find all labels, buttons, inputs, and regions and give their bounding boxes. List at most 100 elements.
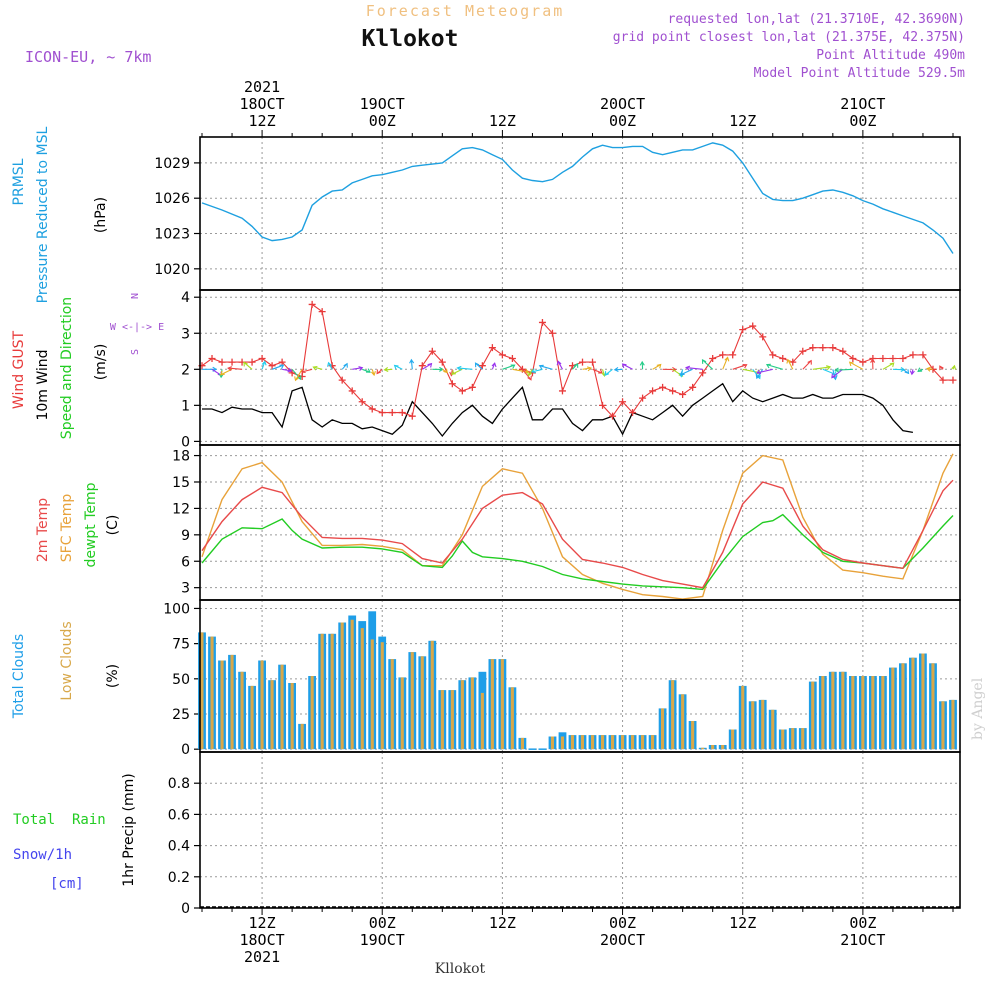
wind-gust-marker — [438, 358, 446, 366]
wind-direction-arrowhead — [586, 366, 592, 372]
cloud-bar-low — [230, 654, 234, 750]
cloud-bar-low — [580, 735, 584, 750]
wind-direction-arrowhead — [279, 364, 285, 370]
cloud-bar-low — [861, 676, 865, 750]
y-tick-label: 50 — [172, 672, 190, 688]
wind-gust-marker — [498, 351, 506, 359]
temp-line-t2m — [201, 479, 954, 589]
wind-direction-arrowhead — [656, 363, 662, 369]
cloud-bar-low — [500, 659, 504, 750]
wind-gust-marker — [458, 387, 466, 395]
wind-direction-arrowhead — [510, 364, 516, 369]
cloud-bar-low — [901, 663, 905, 750]
wind-gust-marker — [689, 383, 697, 391]
wind-direction-arrow — [228, 367, 243, 370]
y-tick-label: 3 — [181, 326, 190, 342]
cloud-bar-low — [440, 690, 444, 750]
cloud-bar-low — [661, 708, 665, 750]
cloud-bar-low — [741, 685, 745, 750]
cloud-bar-low — [951, 699, 955, 750]
wind-direction-arrow — [686, 367, 703, 370]
wind-direction-arrowhead — [904, 369, 910, 375]
wind-legend: Wind GUST 10m Wind Speed and Direction (… — [11, 293, 164, 439]
wind-direction-arrowhead — [917, 367, 923, 373]
wind-direction-arrow — [410, 359, 413, 370]
wind-speed-line — [202, 382, 914, 438]
forecast-title: Forecast Meteogram — [366, 2, 565, 20]
y-tick-label: 2 — [181, 362, 190, 378]
cloud-bar-low — [891, 667, 895, 750]
wind-gust-marker — [298, 373, 306, 381]
wind-direction-arrow — [521, 368, 532, 381]
wind-direction-arrowhead — [343, 362, 348, 368]
cloud-bar-low — [280, 664, 284, 750]
wind-gust-marker — [418, 362, 426, 370]
clouds-unit: (%) — [105, 664, 121, 688]
y-tick-label: 75 — [172, 637, 190, 653]
y-tick-label: 0.4 — [168, 839, 190, 855]
y-tick-label: 4 — [181, 290, 190, 306]
cloud-bar-low — [430, 640, 434, 750]
wind-gust-marker — [949, 376, 957, 384]
wind-direction-arrowhead — [409, 358, 415, 364]
wind-gust-marker — [358, 398, 366, 406]
wind-direction-arrowhead — [443, 368, 448, 374]
cloud-bar-low — [731, 729, 735, 750]
cloud-bar-low — [210, 636, 214, 750]
wind-legend-speed: 10m Wind — [35, 349, 51, 420]
y-tick-label: 9 — [181, 528, 190, 544]
model-altitude: Model Point Altitude 529.5m — [754, 66, 965, 81]
precip-legend-snow: Snow/1h — [13, 847, 72, 863]
cloud-bar-low — [490, 659, 494, 750]
point-altitude: Point Altitude 490m — [816, 48, 965, 63]
wind-gust-marker — [839, 347, 847, 355]
cloud-bar-low — [781, 729, 785, 750]
wind-gust-marker — [779, 354, 787, 362]
wind-gust-marker — [939, 376, 947, 384]
wind-gust-marker — [488, 344, 496, 352]
time-label-bottom: 12Z — [729, 914, 756, 932]
wind-direction-arrowhead — [831, 373, 836, 379]
wind-direction-arrowhead — [756, 369, 762, 375]
cloud-bar-low — [290, 683, 294, 750]
cloud-bar-low — [350, 619, 354, 750]
wind-direction-arrow — [732, 364, 747, 370]
wind-gust-marker — [428, 347, 436, 355]
wind-gust-marker — [739, 326, 747, 334]
model-label: ICON-EU, ~ 7km — [25, 48, 151, 66]
wind-gust-marker — [669, 387, 677, 395]
wind-direction-arrow — [849, 361, 864, 370]
cloud-bar-low — [601, 735, 605, 750]
wind-gust-marker — [619, 398, 627, 406]
wind-direction-arrow — [592, 368, 603, 374]
panel-pressure: 1020 1023 1026 1029 — [154, 136, 961, 291]
cloud-bar-low — [821, 676, 825, 750]
wind-direction-arrowhead — [530, 368, 536, 374]
temp-line-dew — [201, 513, 954, 591]
cloud-bar-low — [270, 680, 274, 750]
plot-area: 1020102310261029012343691215180255075100… — [154, 78, 961, 966]
cloud-bar-low — [871, 676, 875, 750]
panel-frame — [199, 444, 961, 601]
wind-gust-marker — [508, 354, 516, 362]
cloud-bar-low — [701, 747, 705, 750]
cloud-bar-low — [631, 735, 635, 750]
wind-direction-arrowhead — [701, 358, 707, 364]
wind-direction-arrowhead — [621, 363, 627, 369]
y-tick-label: 0 — [181, 434, 190, 450]
time-label-top: 19OCT — [360, 95, 405, 113]
cloud-bar-low — [390, 659, 394, 750]
wind-direction-arrowhead — [826, 365, 832, 371]
wind-gust-marker — [879, 354, 887, 362]
temp-legend-sfc: SFC Temp — [59, 494, 75, 563]
wind-direction-arrow — [313, 366, 323, 370]
wind-direction-arrowhead — [604, 371, 610, 377]
wind-gust-marker — [649, 387, 657, 395]
wind-direction-arrowhead — [679, 370, 685, 376]
time-label-top: 2021 — [244, 78, 280, 96]
wind-gust-marker — [278, 358, 286, 366]
wind-direction-arrow — [812, 366, 831, 370]
wind-direction-arrow — [622, 363, 633, 370]
